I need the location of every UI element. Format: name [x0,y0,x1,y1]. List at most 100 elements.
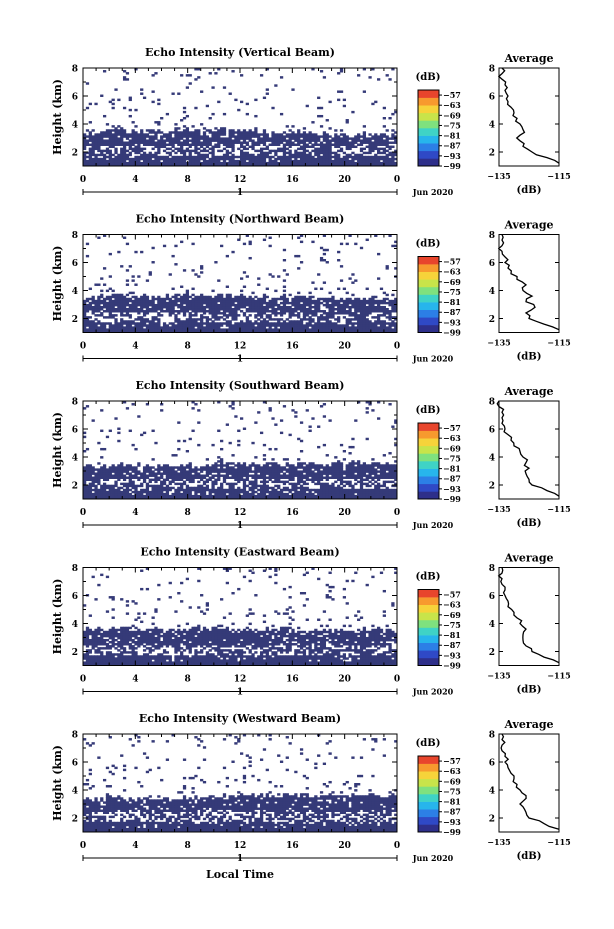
echo-cell [125,324,130,327]
echo-cell [191,155,195,159]
echo-cell [225,462,229,465]
echo-cell [385,145,389,149]
echo-cell [222,299,227,303]
echo-cell [131,301,135,305]
echo-cell [140,139,144,142]
echo-cell [162,310,167,313]
echo-cell [279,159,284,163]
echo-cell [108,163,112,167]
echo-cell [291,484,295,488]
echo-cell [228,135,232,138]
echo-cell [337,155,341,159]
echo-cell [319,466,324,469]
echo-cell [114,328,118,331]
echo-cell [131,486,135,490]
echo-cell [262,151,267,155]
echo-cell [85,405,90,408]
echo-cell [91,320,95,323]
echo-cell [319,472,324,475]
echo-cell [211,289,215,293]
echo-cell [345,466,349,469]
echo-cell [374,326,378,329]
echo-cell [114,163,118,167]
echo-cell [162,486,167,490]
echo-cell [140,137,144,140]
echo-cell [371,330,375,333]
echo-cell [262,135,267,138]
echo-cell [194,403,198,406]
echo-cell [188,82,192,85]
echo-cell [83,494,87,498]
echo-cell [111,310,115,313]
echo-cell [371,157,375,161]
echo-cell [299,145,304,149]
echo-cell [259,476,264,479]
echo-cell [108,100,112,104]
echo-cell [208,466,212,469]
echo-cell [345,320,349,323]
echo-cell [328,149,332,153]
echo-cell [259,149,264,153]
echo-cell [282,494,287,498]
echo-cell [91,324,95,327]
echo-cell [282,486,287,490]
echo-cell [117,153,121,157]
echo-cell [294,474,298,477]
echo-cell [125,303,130,307]
echo-cell [305,326,309,329]
echo-cell [140,135,144,138]
echo-cell [188,490,192,494]
echo-cell [185,474,190,477]
echo-cell [174,157,178,161]
x-tick-label: 12 [234,342,247,352]
echo-cell [97,322,101,325]
echo-cell [102,310,107,313]
echo-cell [174,492,178,496]
echo-cell [108,145,112,149]
echo-cell [322,163,327,167]
echo-cell [188,155,192,159]
echo-cell [271,139,275,142]
echo-cell [194,155,198,159]
echo-cell [297,474,301,477]
echo-cell [291,133,295,136]
echo-cell [288,151,292,155]
echo-cell [117,492,121,496]
echo-cell [94,133,98,136]
echo-cell [91,482,95,486]
echo-cell [188,303,192,307]
echo-cell [299,151,304,155]
echo-cell [251,147,255,151]
echo-cell [185,293,190,297]
avg-x-tick-label: −135 [487,171,510,181]
echo-cell [268,492,272,496]
echo-cell [231,149,235,153]
echo-cell [271,474,275,477]
echo-cell [268,328,272,331]
echo-cell [374,135,378,138]
echo-cell [242,490,247,494]
echo-cell [337,310,341,313]
echo-cell [205,318,209,321]
echo-cell [171,472,175,475]
echo-cell [362,157,366,161]
echo-cell [100,484,104,488]
colorbar-segment [418,324,439,333]
echo-cell [200,496,204,500]
echo-cell [242,145,247,149]
echo-cell [108,295,112,299]
echo-cell [211,159,215,163]
echo-cell [177,305,181,309]
echo-cell [234,316,238,319]
echo-cell [100,488,104,492]
echo-cell [251,297,255,301]
echo-cell [394,139,398,142]
echo-cell [191,163,195,167]
echo-cell [225,490,229,494]
echo-cell [262,324,267,327]
echo-cell [151,492,155,496]
echo-cell [351,273,355,276]
echo-cell [285,494,289,498]
echo-cell [251,326,255,329]
echo-cell [254,482,258,486]
